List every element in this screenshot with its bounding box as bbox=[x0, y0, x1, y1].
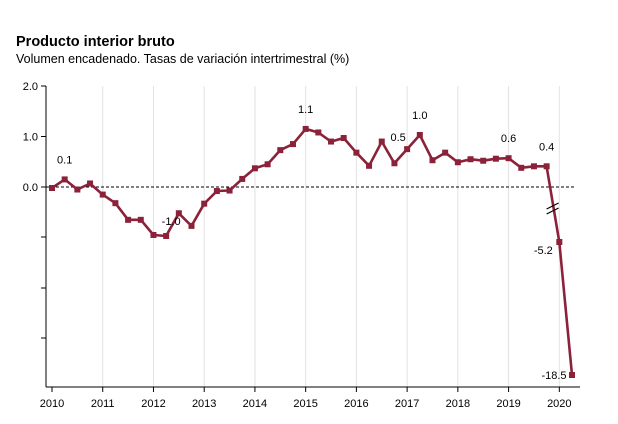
data-point bbox=[201, 200, 208, 207]
data-point bbox=[188, 222, 195, 229]
x-tick-label: 2012 bbox=[141, 398, 165, 410]
data-point bbox=[328, 138, 335, 145]
data-point bbox=[112, 200, 119, 207]
data-point bbox=[391, 160, 398, 167]
data-label: 0.6 bbox=[501, 133, 516, 145]
data-point bbox=[442, 149, 449, 156]
data-point bbox=[87, 180, 94, 187]
x-tick-label: 2017 bbox=[395, 398, 419, 410]
data-point bbox=[289, 141, 296, 148]
x-tick-label: 2015 bbox=[293, 398, 317, 410]
data-point bbox=[416, 131, 423, 138]
data-point bbox=[530, 163, 537, 170]
axis-break-mark bbox=[546, 202, 559, 210]
data-point bbox=[480, 157, 487, 164]
data-point bbox=[251, 165, 258, 172]
data-point bbox=[454, 159, 461, 166]
axis-break-mark bbox=[546, 207, 559, 215]
data-point bbox=[61, 176, 68, 183]
data-point bbox=[150, 231, 157, 238]
data-point bbox=[315, 129, 322, 136]
data-point bbox=[569, 372, 575, 378]
data-point bbox=[378, 138, 385, 145]
y-tick-label: 1.0 bbox=[23, 132, 38, 144]
data-point bbox=[518, 164, 525, 171]
data-point bbox=[492, 155, 499, 162]
x-tick-label: 2018 bbox=[446, 398, 470, 410]
data-label: -18.5 bbox=[541, 370, 566, 382]
data-point bbox=[74, 186, 81, 193]
x-tick-label: 2011 bbox=[91, 398, 115, 410]
data-point bbox=[543, 163, 550, 170]
chart-subtitle: Volumen encadenado. Tasas de variación i… bbox=[16, 52, 350, 66]
x-tick-label: 2010 bbox=[40, 398, 64, 410]
chart-title: Producto interior bruto bbox=[16, 34, 175, 50]
data-point bbox=[340, 135, 347, 142]
data-point bbox=[49, 185, 55, 192]
y-tick-label: 2.0 bbox=[23, 81, 38, 93]
data-point bbox=[226, 187, 233, 194]
x-tick-label: 2020 bbox=[547, 398, 571, 410]
data-point bbox=[277, 147, 284, 154]
data-label: 0.5 bbox=[390, 132, 405, 144]
data-label: 1.1 bbox=[298, 104, 313, 116]
data-point bbox=[366, 162, 373, 169]
series-line bbox=[51, 127, 574, 376]
x-tick-label: 2019 bbox=[496, 398, 520, 410]
data-label: -5.2 bbox=[534, 245, 553, 257]
data-point bbox=[239, 175, 246, 182]
data-point bbox=[213, 188, 220, 195]
y-tick-label: 0.0 bbox=[23, 182, 38, 194]
data-point bbox=[99, 191, 106, 198]
data-point bbox=[556, 239, 563, 245]
data-point bbox=[467, 156, 474, 163]
data-point bbox=[125, 216, 132, 223]
data-point bbox=[429, 157, 436, 164]
data-label: 1.0 bbox=[412, 110, 427, 122]
data-point bbox=[404, 146, 411, 153]
x-tick-label: 2013 bbox=[192, 398, 216, 410]
data-point bbox=[505, 155, 512, 162]
data-point bbox=[302, 125, 309, 132]
data-point bbox=[264, 161, 271, 168]
data-point bbox=[163, 232, 170, 239]
data-label: 0.4 bbox=[539, 141, 554, 153]
data-point bbox=[175, 210, 182, 217]
x-tick-label: 2014 bbox=[243, 398, 267, 410]
x-tick-label: 2016 bbox=[344, 398, 368, 410]
data-point bbox=[353, 149, 360, 156]
data-point bbox=[137, 216, 144, 223]
data-label: 0.1 bbox=[57, 154, 72, 166]
data-label: -1.0 bbox=[162, 216, 181, 228]
